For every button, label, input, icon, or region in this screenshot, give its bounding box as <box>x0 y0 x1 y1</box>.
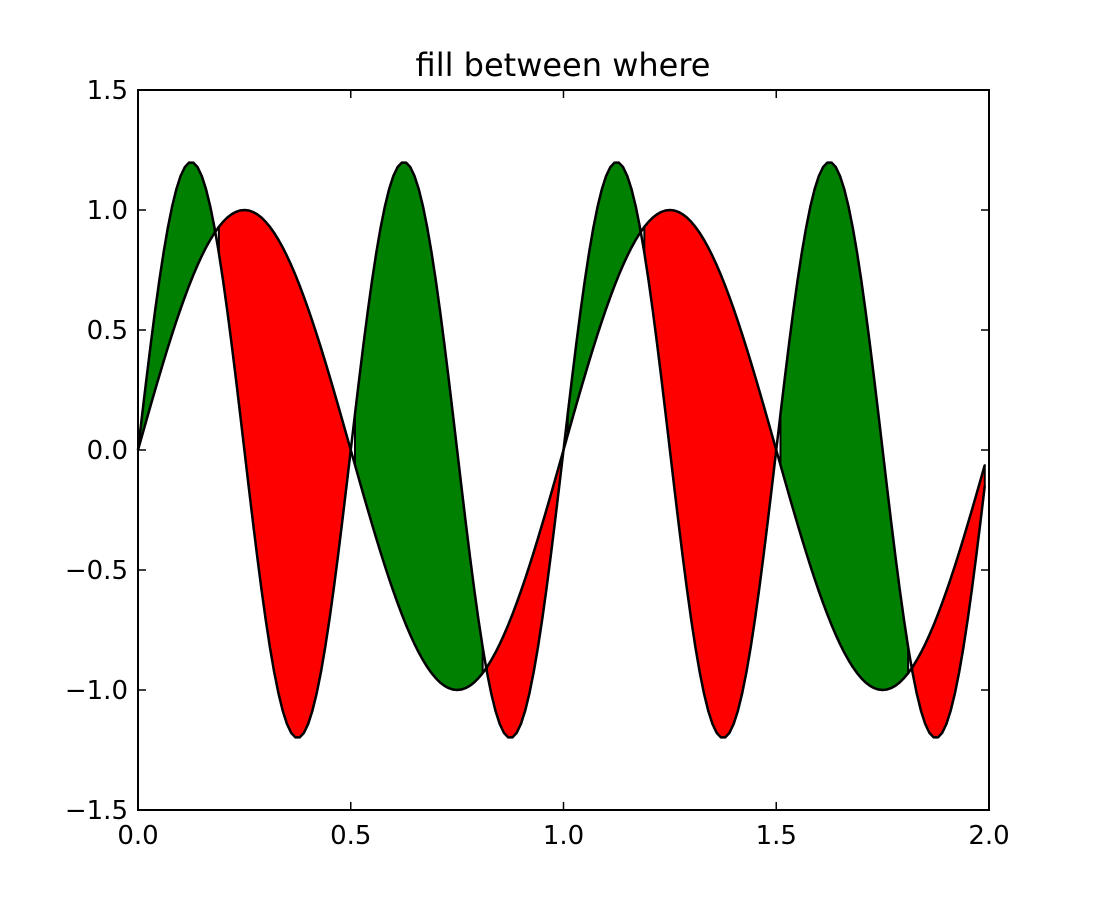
x-tick-label: 1.0 <box>543 821 584 851</box>
x-tick-label: 2.0 <box>968 821 1009 851</box>
y-tick-label: 0.0 <box>87 436 128 466</box>
y-tick-label: 1.5 <box>87 76 128 106</box>
x-tick-label: 1.5 <box>756 821 797 851</box>
y-tick-label: −0.5 <box>65 556 128 586</box>
y-tick-label: −1.0 <box>65 676 128 706</box>
axis-ticks: 0.0 0.5 1.0 1.5 2.0 −1.5 −1.0 −0.5 0.0 0.5 1.0 1.5 <box>65 76 1010 851</box>
x-tick-label: 0.0 <box>117 821 158 851</box>
fill-region-red <box>643 209 778 739</box>
y-tick-label: 0.5 <box>87 316 128 346</box>
series-line-2 <box>136 161 986 739</box>
chart-title: fill between where <box>416 46 711 84</box>
plot-area <box>136 161 986 739</box>
fill-region-green <box>354 161 484 691</box>
x-tick-label: 0.5 <box>330 821 371 851</box>
y-tick-label: 1.0 <box>87 196 128 226</box>
fill-region-red <box>217 209 352 739</box>
fill-region-green <box>779 161 910 691</box>
y-tick-label: −1.5 <box>65 796 128 826</box>
